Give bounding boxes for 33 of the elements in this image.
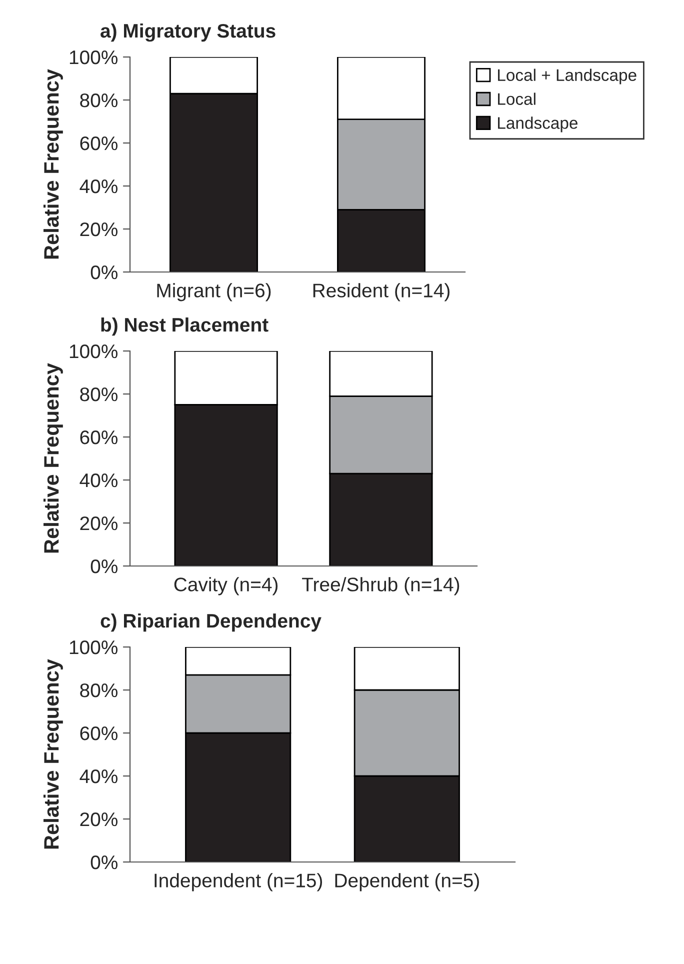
- chart-title: a) Migratory Status: [100, 23, 276, 42]
- chart-title: c) Riparian Dependency: [100, 613, 322, 632]
- y-tick-label: 60%: [80, 136, 118, 150]
- chart-title: b) Nest Placement: [101, 317, 268, 336]
- y-tick-label: 100%: [70, 344, 118, 358]
- x-tick-label: Tree/Shrub (n=14): [302, 577, 460, 596]
- y-tick-label: 100%: [70, 50, 118, 64]
- y-tick-label: 20%: [80, 222, 118, 236]
- y-tick-label: 60%: [80, 726, 118, 740]
- legend-label: Local + Landscape: [498, 68, 636, 84]
- x-tick-label: Dependent (n=5): [335, 873, 479, 892]
- y-axis-title: Relative Frequency: [43, 69, 63, 259]
- x-tick-label: Migrant (n=6): [157, 283, 271, 302]
- y-tick-label: 80%: [80, 387, 118, 402]
- x-tick-label: Resident (n=14): [313, 283, 450, 302]
- y-tick-label: 60%: [80, 430, 118, 444]
- x-tick-label: Independent (n=15): [154, 873, 322, 892]
- y-tick-label: 0%: [90, 559, 118, 574]
- y-tick-label: 40%: [80, 769, 118, 784]
- y-tick-label: 100%: [70, 640, 118, 654]
- y-tick-label: 40%: [80, 473, 118, 488]
- legend-label: Local: [498, 92, 536, 105]
- y-tick-label: 20%: [80, 812, 118, 826]
- y-tick-label: 0%: [90, 855, 118, 870]
- y-tick-label: 0%: [90, 265, 118, 280]
- x-tick-label: Cavity (n=4): [174, 577, 278, 596]
- y-tick-label: 80%: [80, 93, 118, 108]
- y-tick-label: 40%: [80, 179, 118, 194]
- y-tick-label: 80%: [80, 683, 118, 698]
- y-axis-title: Relative Frequency: [43, 659, 63, 849]
- legend-label: Landscape: [498, 116, 578, 132]
- y-axis-title: Relative Frequency: [43, 363, 63, 553]
- y-tick-label: 20%: [80, 516, 118, 530]
